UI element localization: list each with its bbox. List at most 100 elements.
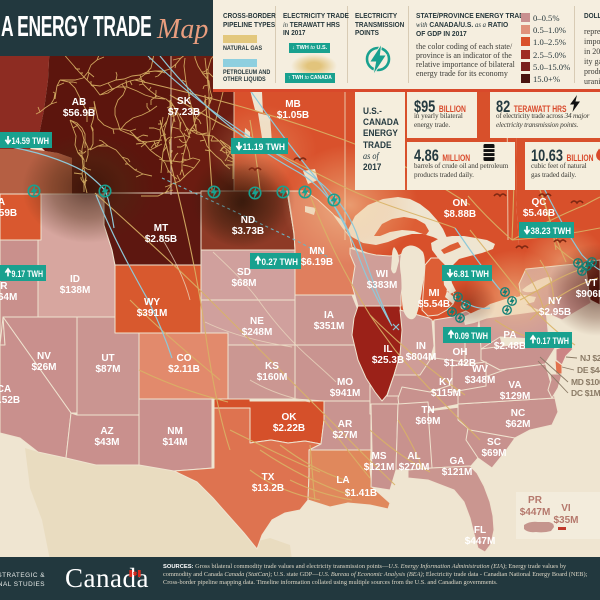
- svg-text:38.23 TWH: 38.23 TWH: [531, 226, 572, 236]
- svg-text:SC: SC: [487, 437, 501, 448]
- svg-text:VT: VT: [585, 278, 598, 289]
- svg-text:$26M: $26M: [31, 362, 56, 373]
- svg-text:$9.59B: $9.59B: [0, 208, 17, 219]
- svg-text:AZ: AZ: [100, 426, 113, 437]
- svg-text:$3.73B: $3.73B: [232, 226, 264, 237]
- svg-text:$69M: $69M: [415, 416, 440, 427]
- svg-text:ND: ND: [241, 215, 255, 226]
- svg-text:NC: NC: [511, 408, 525, 419]
- svg-text:KS: KS: [265, 361, 279, 372]
- svg-text:$391M: $391M: [137, 308, 168, 319]
- svg-text:0.17 TWH: 0.17 TWH: [537, 336, 570, 346]
- svg-text:$2.95B: $2.95B: [539, 307, 571, 318]
- svg-text:NE: NE: [250, 316, 264, 327]
- svg-text:$1.42B: $1.42B: [444, 358, 476, 369]
- svg-text:$4.52B: $4.52B: [0, 395, 20, 406]
- svg-text:14.59 TWH: 14.59 TWH: [12, 136, 50, 146]
- svg-text:$5.46B: $5.46B: [523, 208, 555, 219]
- svg-text:$13.2B: $13.2B: [252, 483, 284, 494]
- svg-text:PA: PA: [503, 330, 516, 341]
- svg-text:WV: WV: [472, 364, 488, 375]
- svg-text:MS: MS: [372, 451, 387, 462]
- svg-text:$115M: $115M: [431, 388, 461, 399]
- svg-text:$383M: $383M: [367, 280, 398, 291]
- svg-text:OR: OR: [0, 281, 8, 292]
- svg-text:VA: VA: [508, 380, 521, 391]
- svg-text:ID: ID: [70, 274, 80, 285]
- svg-text:$87M: $87M: [95, 364, 120, 375]
- svg-text:DC $1M: DC $1M: [571, 388, 600, 398]
- svg-text:FL: FL: [474, 525, 486, 536]
- svg-text:LA: LA: [336, 475, 349, 486]
- svg-text:$43M: $43M: [94, 437, 119, 448]
- svg-text:IL: IL: [384, 344, 393, 355]
- svg-text:$348M: $348M: [465, 375, 496, 386]
- svg-text:MD $100M: MD $100M: [571, 377, 600, 387]
- svg-text:6.81 TWH: 6.81 TWH: [454, 269, 490, 279]
- svg-text:$25.3B: $25.3B: [372, 355, 404, 366]
- svg-text:0.09 TWH: 0.09 TWH: [455, 331, 489, 341]
- svg-text:OH: OH: [453, 347, 468, 358]
- svg-text:IN: IN: [416, 341, 426, 352]
- svg-text:SD: SD: [237, 267, 251, 278]
- svg-text:$121M: $121M: [442, 467, 473, 478]
- svg-text:$1.41B: $1.41B: [345, 488, 377, 499]
- svg-text:OK: OK: [282, 412, 298, 423]
- svg-text:$804M: $804M: [406, 352, 437, 363]
- svg-text:WI: WI: [376, 269, 388, 280]
- svg-text:NM: NM: [167, 426, 183, 437]
- svg-text:AR: AR: [338, 419, 353, 430]
- svg-text:$62M: $62M: [505, 419, 530, 430]
- svg-text:GA: GA: [450, 456, 465, 467]
- svg-text:ON: ON: [453, 198, 468, 209]
- svg-text:NV: NV: [37, 351, 51, 362]
- svg-text:$351M: $351M: [314, 321, 345, 332]
- svg-text:MT: MT: [154, 223, 168, 234]
- svg-text:$121M: $121M: [364, 462, 395, 473]
- svg-text:TX: TX: [262, 472, 275, 483]
- svg-text:$160M: $160M: [257, 372, 288, 383]
- svg-text:11.19 TWH: 11.19 TWH: [243, 142, 286, 152]
- svg-text:NJ $2.3B: NJ $2.3B: [580, 353, 600, 363]
- svg-text:$129M: $129M: [500, 391, 531, 402]
- svg-text:TN: TN: [421, 405, 434, 416]
- svg-text:$8.88B: $8.88B: [444, 209, 476, 220]
- svg-text:SK: SK: [177, 96, 192, 107]
- svg-text:UT: UT: [101, 353, 114, 364]
- svg-text:$68M: $68M: [231, 278, 256, 289]
- svg-text:WY: WY: [144, 297, 160, 308]
- svg-text:DE $44M: DE $44M: [577, 365, 600, 375]
- svg-text:NY: NY: [548, 296, 562, 307]
- svg-text:$14M: $14M: [162, 437, 187, 448]
- svg-text:$941M: $941M: [330, 388, 361, 399]
- svg-text:AL: AL: [407, 451, 420, 462]
- svg-text:$270M: $270M: [399, 462, 430, 473]
- svg-text:CO: CO: [177, 353, 192, 364]
- svg-text:MB: MB: [285, 99, 301, 110]
- svg-text:$27M: $27M: [332, 430, 357, 441]
- svg-text:MO: MO: [337, 377, 353, 388]
- svg-text:$2.11B: $2.11B: [168, 364, 200, 375]
- svg-text:MI: MI: [428, 288, 439, 299]
- svg-text:IA: IA: [324, 310, 334, 321]
- svg-text:CA: CA: [0, 384, 11, 395]
- svg-text:WA: WA: [0, 197, 5, 208]
- svg-text:$447M: $447M: [465, 536, 496, 547]
- svg-text:$2.48B: $2.48B: [494, 341, 526, 352]
- svg-text:9.17 TWH: 9.17 TWH: [12, 269, 44, 279]
- svg-text:$138M: $138M: [60, 285, 91, 296]
- svg-text:$5.54B: $5.54B: [418, 299, 450, 310]
- svg-text:$69M: $69M: [481, 448, 506, 459]
- svg-text:$56.9B: $56.9B: [63, 108, 95, 119]
- svg-text:KY: KY: [439, 377, 453, 388]
- svg-text:0.27 TWH: 0.27 TWH: [262, 257, 299, 267]
- svg-text:$2.22B: $2.22B: [273, 423, 305, 434]
- svg-text:$1.05B: $1.05B: [277, 110, 309, 121]
- svg-text:$248M: $248M: [242, 327, 273, 338]
- svg-text:$264M: $264M: [0, 292, 17, 303]
- svg-text:$2.85B: $2.85B: [145, 234, 177, 245]
- svg-text:AB: AB: [72, 97, 86, 108]
- svg-text:QC: QC: [532, 197, 547, 208]
- svg-text:$6.19B: $6.19B: [301, 257, 333, 268]
- svg-text:MN: MN: [309, 246, 325, 257]
